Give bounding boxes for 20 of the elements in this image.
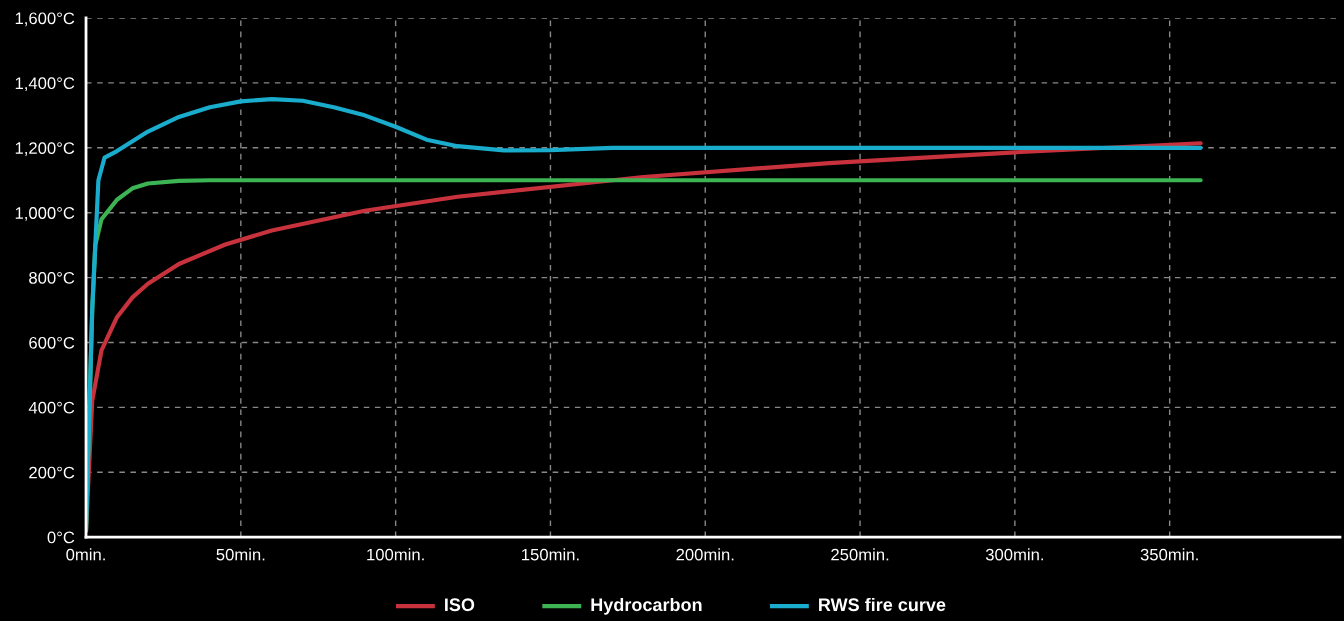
y-tick-label: 400°C [28, 401, 75, 414]
y-tick-label: 1,200°C [15, 142, 75, 156]
x-tick-label: 100min. [367, 548, 424, 561]
x-tick-label: 250min. [831, 548, 889, 561]
y-tick-label: 800°C [29, 271, 75, 284]
y-tick-label: 600°C [29, 336, 75, 349]
y-tick-label: 0°C [47, 531, 75, 544]
x-tick-label: 150min. [522, 548, 579, 561]
y-tick-label: 1,000°C [15, 207, 75, 221]
x-tick-label: 200min. [676, 548, 734, 561]
x-tick-label: 300min. [985, 548, 1043, 561]
legend-label: ISO [445, 598, 475, 612]
x-tick-label: 50min. [216, 548, 265, 561]
y-tick-label: 1,400°C [15, 77, 75, 92]
legend-label: Hydrocarbon [591, 597, 702, 615]
x-tick-label: 0min. [66, 548, 105, 561]
x-tick-label: 350min. [1140, 548, 1198, 561]
legend-label: RWS fire curve [819, 597, 946, 612]
y-tick-label: 200°C [29, 466, 75, 479]
y-tick-label: 1,600°C [15, 12, 75, 27]
